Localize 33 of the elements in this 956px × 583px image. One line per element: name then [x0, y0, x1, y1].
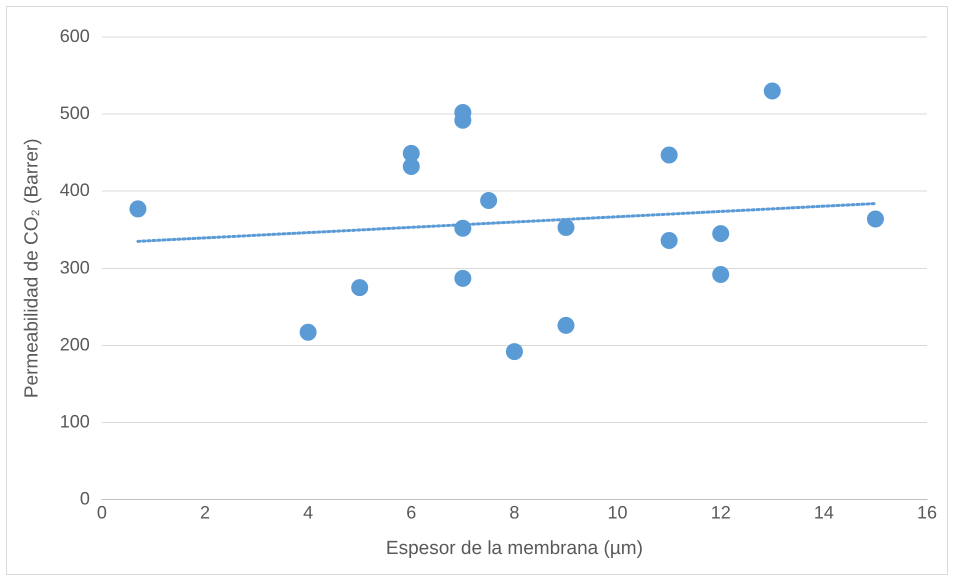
point: [454, 270, 472, 287]
point: [402, 158, 420, 176]
y-tick-label: 200: [60, 334, 90, 354]
x-tick-label: 14: [814, 502, 834, 522]
point: [300, 324, 317, 341]
point: [557, 218, 574, 236]
point: [764, 82, 781, 100]
y-tick-label: 600: [60, 26, 90, 46]
x-tick-label: 2: [200, 502, 210, 522]
x-tick-label: 12: [710, 502, 731, 522]
y-tick-label: 300: [60, 257, 90, 278]
x-tick-label: 16: [916, 502, 938, 522]
y-tick-label: 100: [60, 411, 90, 432]
point: [480, 192, 498, 209]
y-tick-label: 0: [80, 488, 90, 509]
y-axis-title: Permeabilidad de CO₂ (Barrer): [22, 138, 43, 398]
point: [557, 316, 574, 334]
point: [866, 210, 884, 228]
x-tick-label: 8: [509, 502, 520, 522]
x-axis-title: Espesor de la membrana (µm): [386, 538, 643, 559]
y-tick-label: 500: [60, 103, 90, 124]
x-tick-label: 10: [608, 502, 628, 522]
x-tick-label: 0: [96, 502, 107, 522]
y-tick-label: 400: [60, 180, 90, 200]
point: [712, 225, 730, 242]
point: [712, 266, 730, 283]
point: [660, 232, 678, 250]
point: [660, 146, 678, 164]
point: [129, 200, 146, 218]
x-tick-label: 6: [406, 502, 416, 522]
point: [506, 343, 523, 360]
point: [351, 279, 368, 296]
x-tick-label: 4: [303, 502, 314, 522]
